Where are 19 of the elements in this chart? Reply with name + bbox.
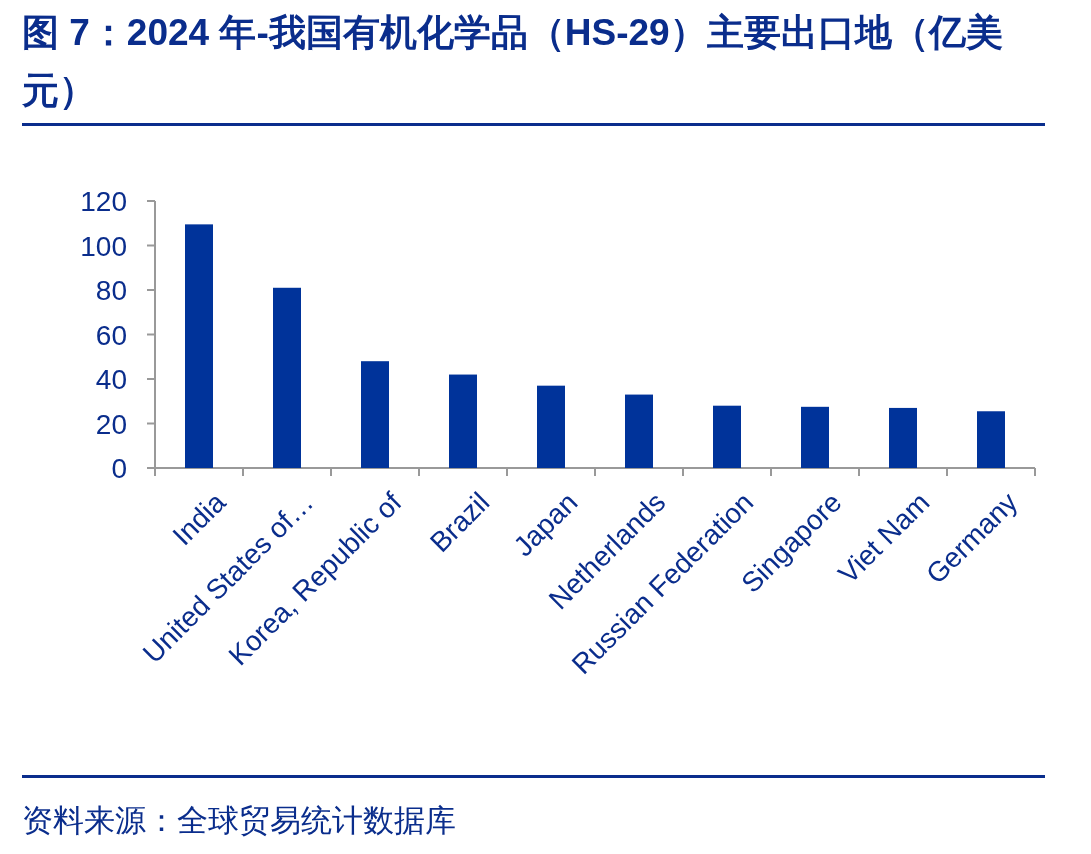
y-tick-label: 40	[95, 364, 127, 395]
y-tick-label: 80	[95, 275, 127, 306]
text: 资料来源：全球贸易统计数据库	[22, 802, 456, 840]
bar	[713, 405, 741, 468]
y-tick-label: 120	[80, 186, 127, 217]
bar	[625, 394, 653, 468]
bar	[889, 407, 917, 468]
bar	[273, 287, 301, 468]
chart-title: 图 7：2024 年-我国有机化学品（HS-29）主要出口地（亿美元）	[22, 11, 1004, 113]
bar	[185, 224, 213, 468]
bar	[801, 406, 829, 468]
bar	[449, 374, 477, 468]
bar	[977, 411, 1005, 468]
y-tick-label: 20	[95, 408, 127, 440]
y-tick-label: 60	[95, 319, 127, 351]
bar	[537, 385, 565, 468]
y-tick-label: 100	[80, 230, 127, 262]
bar	[361, 361, 389, 468]
y-tick-label: 0	[111, 453, 127, 484]
